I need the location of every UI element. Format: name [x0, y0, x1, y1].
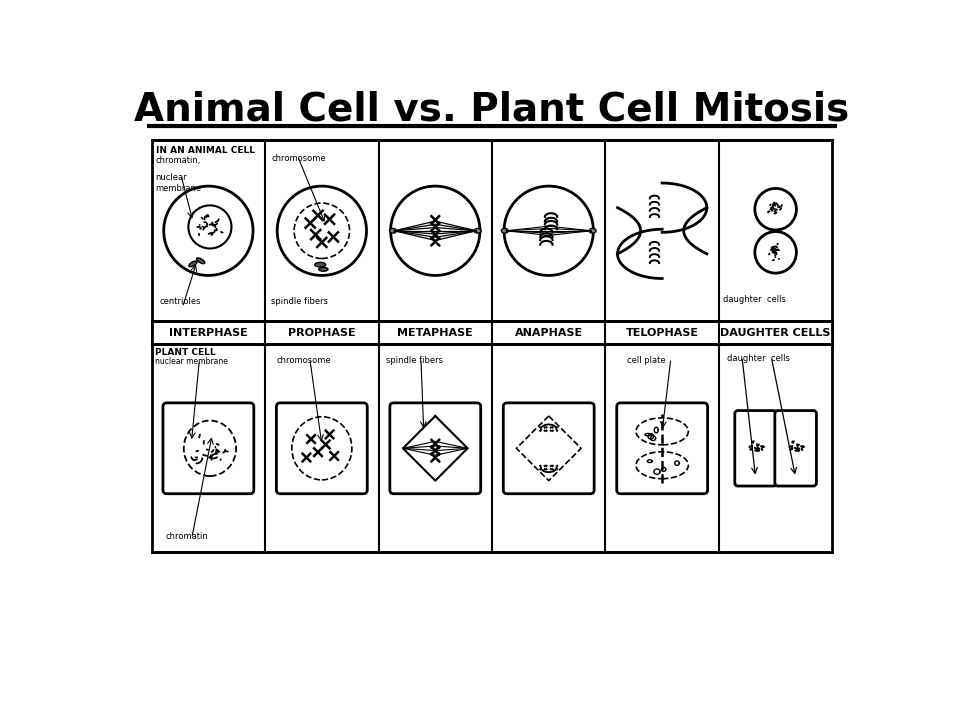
- Bar: [152, 140, 832, 552]
- Text: cell plate: cell plate: [627, 356, 665, 365]
- Ellipse shape: [474, 228, 481, 233]
- FancyBboxPatch shape: [775, 410, 816, 486]
- Ellipse shape: [501, 228, 508, 233]
- Text: spindle fibers: spindle fibers: [272, 297, 328, 306]
- Ellipse shape: [390, 228, 396, 233]
- Text: INTERPHASE: INTERPHASE: [169, 328, 248, 338]
- Text: chromatin,: chromatin,: [156, 156, 201, 165]
- Text: spindle fibers: spindle fibers: [386, 356, 444, 365]
- Text: nuclear
membrane: nuclear membrane: [156, 173, 202, 193]
- Text: nuclear membrane: nuclear membrane: [155, 357, 228, 366]
- Text: METAPHASE: METAPHASE: [397, 328, 473, 338]
- Text: PLANT CELL: PLANT CELL: [155, 348, 215, 357]
- Text: daughter  cells: daughter cells: [727, 354, 789, 363]
- Text: DAUGHTER CELLS: DAUGHTER CELLS: [720, 328, 830, 338]
- Text: ANAPHASE: ANAPHASE: [515, 328, 583, 338]
- FancyBboxPatch shape: [276, 403, 368, 494]
- Text: Animal Cell vs. Plant Cell Mitosis: Animal Cell vs. Plant Cell Mitosis: [134, 91, 850, 128]
- Text: chromatin: chromatin: [165, 531, 208, 541]
- FancyBboxPatch shape: [616, 403, 708, 494]
- Text: chromosome: chromosome: [276, 356, 331, 365]
- FancyBboxPatch shape: [503, 403, 594, 494]
- Text: chromosome: chromosome: [272, 154, 325, 163]
- Ellipse shape: [589, 228, 596, 233]
- Text: centrioles: centrioles: [159, 297, 201, 306]
- Ellipse shape: [189, 261, 197, 266]
- Ellipse shape: [315, 262, 325, 267]
- Text: TELOPHASE: TELOPHASE: [626, 328, 699, 338]
- Bar: [152, 321, 832, 344]
- Text: IN AN ANIMAL CELL: IN AN ANIMAL CELL: [156, 146, 254, 156]
- Text: daughter  cells: daughter cells: [723, 295, 785, 305]
- Text: PROPHASE: PROPHASE: [288, 328, 355, 338]
- FancyBboxPatch shape: [390, 403, 481, 494]
- Ellipse shape: [319, 267, 328, 271]
- FancyBboxPatch shape: [163, 403, 253, 494]
- FancyBboxPatch shape: [734, 410, 777, 486]
- Ellipse shape: [197, 258, 204, 264]
